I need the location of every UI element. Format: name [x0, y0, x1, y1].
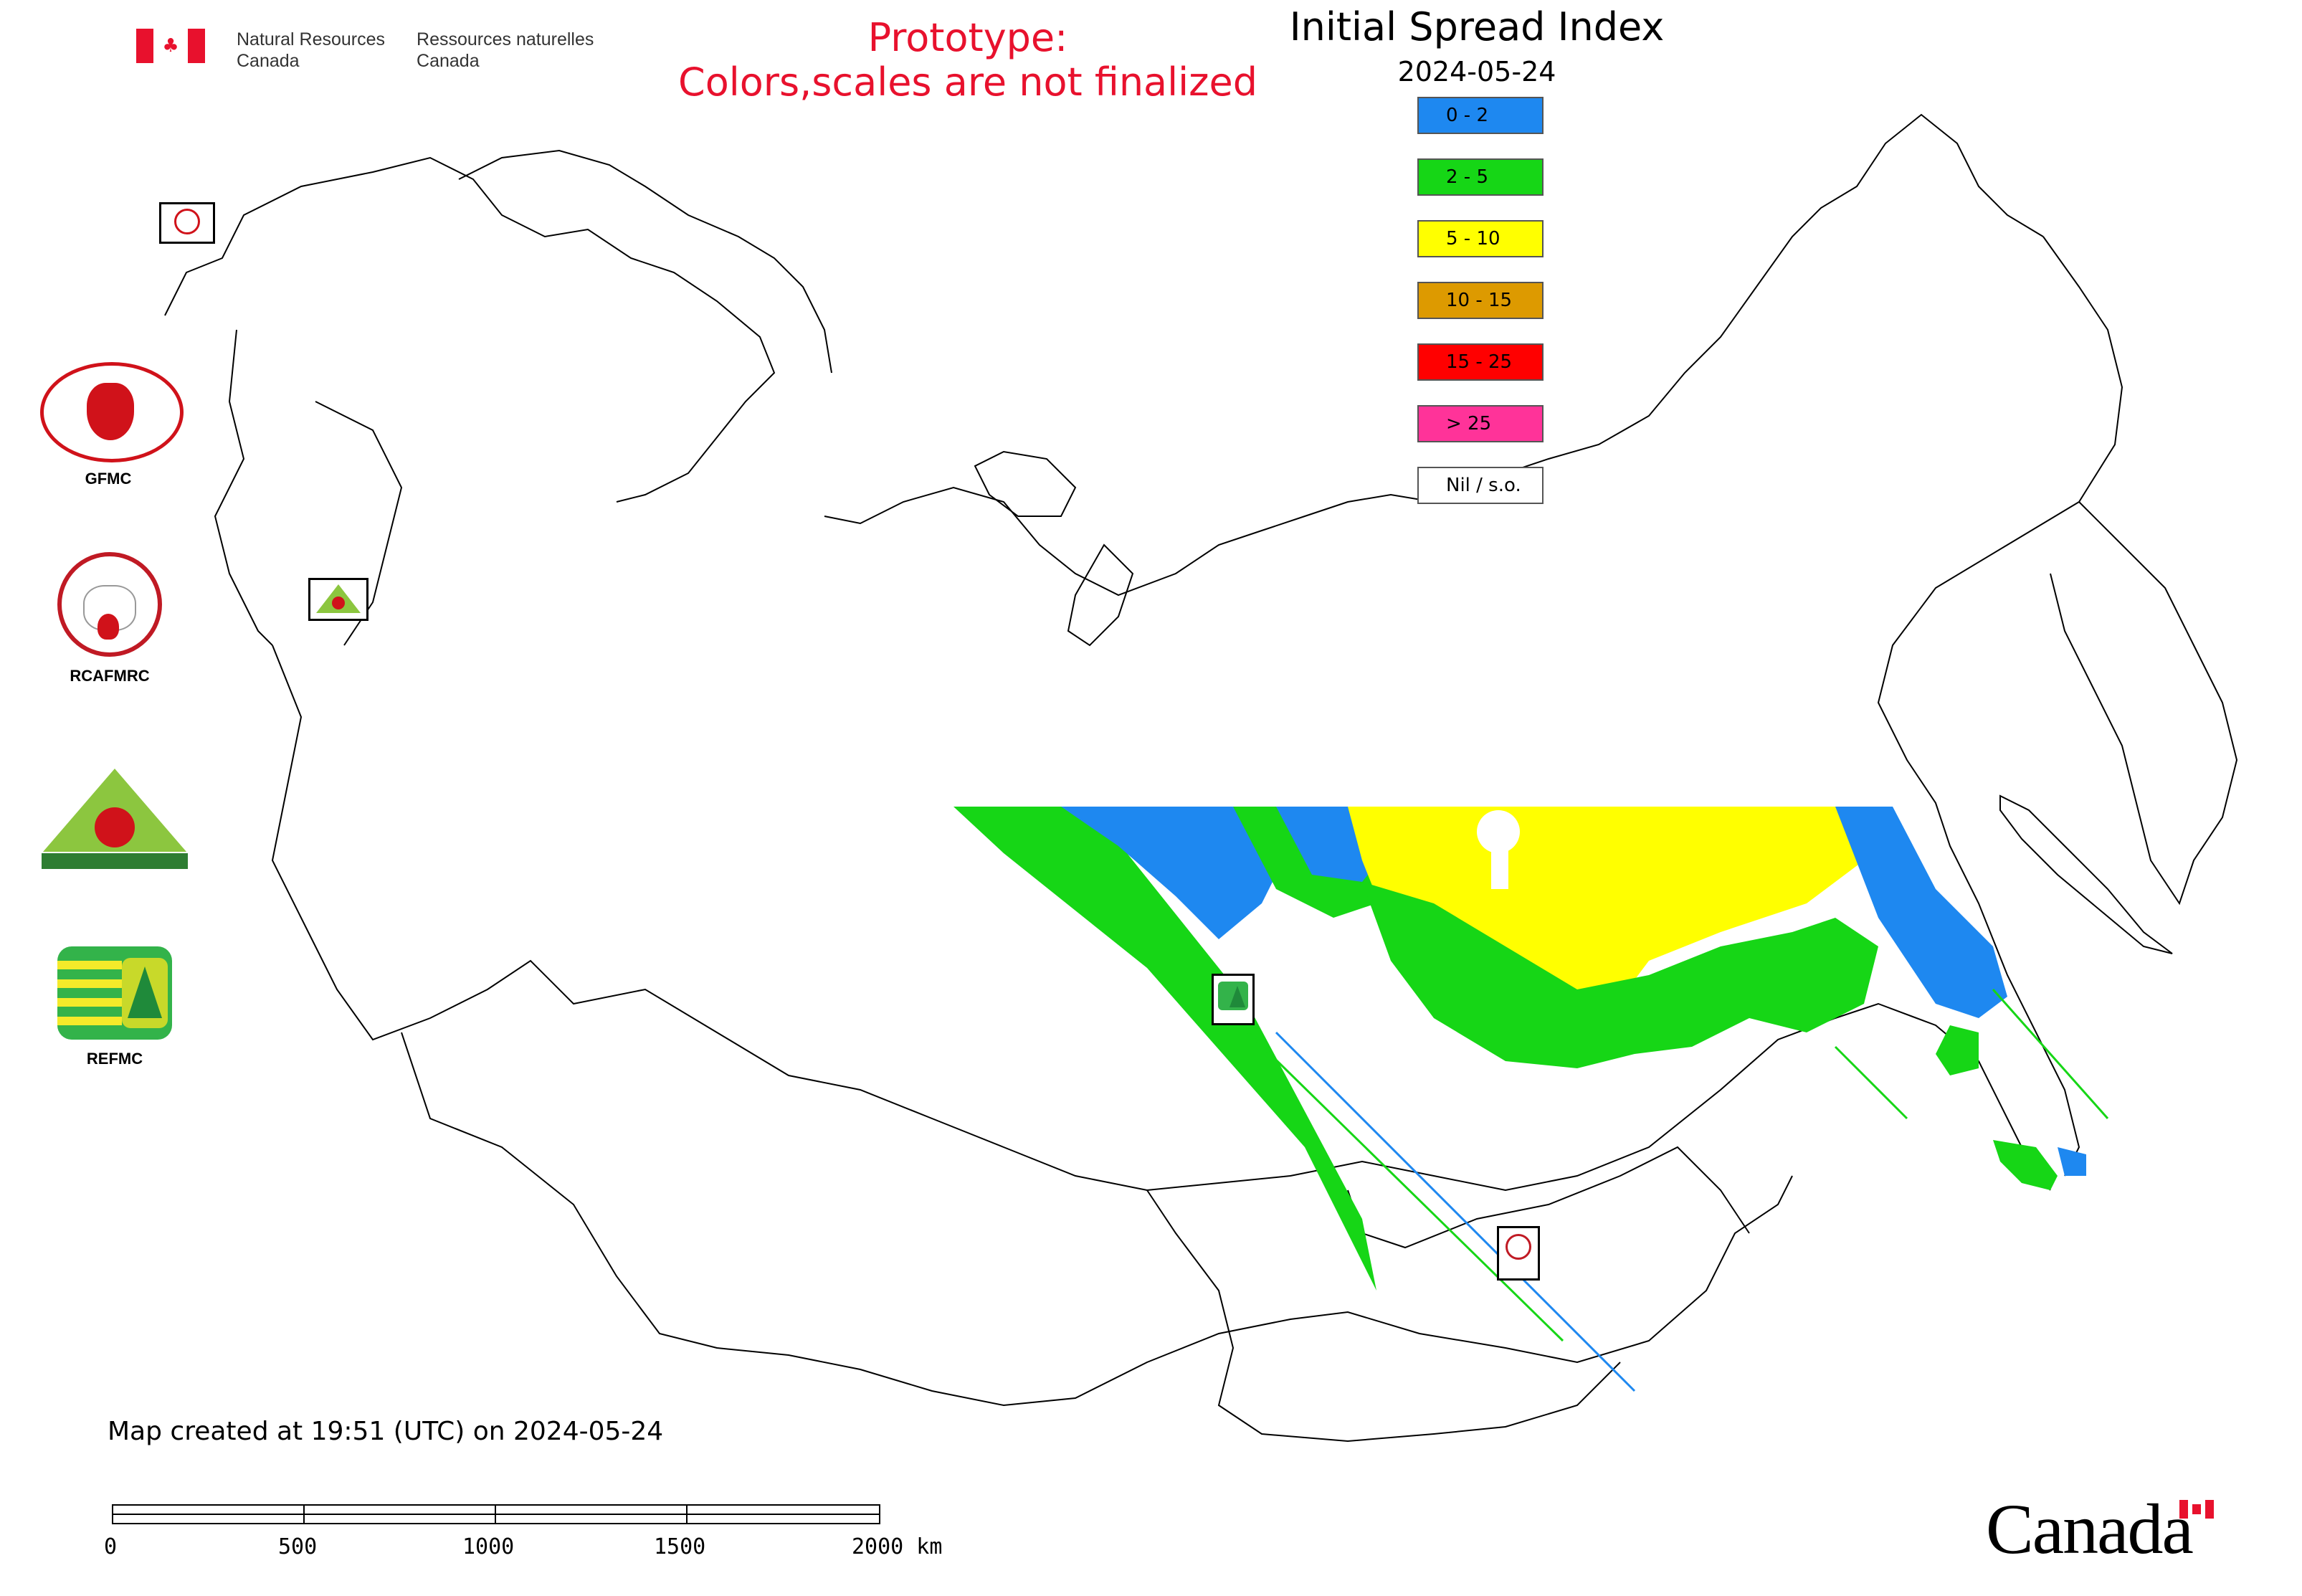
legend-label: 15 - 25	[1446, 351, 1513, 373]
gfmc-logo: GFMC	[40, 362, 184, 488]
isi-area-blue	[1835, 807, 2007, 1018]
border	[401, 1032, 1793, 1407]
legend-item: 10 - 15	[1417, 282, 1544, 319]
legend-item: 2 - 5	[1417, 158, 1544, 196]
coastline	[1877, 236, 2123, 1177]
canada-wordmark-flag-icon	[2179, 1500, 2214, 1519]
legend-item: 5 - 10	[1417, 220, 1544, 257]
legend-item: Nil / s.o.	[1417, 467, 1544, 504]
isi-coverage	[953, 807, 2109, 1392]
isi-area-green	[953, 807, 1376, 1291]
refmc-map-marker-icon	[1212, 974, 1255, 1025]
refmc-sigma-icon	[57, 946, 172, 1040]
border	[214, 329, 273, 646]
island	[974, 450, 1077, 517]
reefmc-logo	[39, 766, 191, 873]
scale-label: 1500	[654, 1534, 706, 1559]
coastline	[164, 156, 776, 503]
isi-area-blue	[2058, 1147, 2086, 1176]
scale-label: 2000 km	[852, 1534, 943, 1559]
refmc-label: REFMC	[86, 1050, 143, 1068]
legend-label: 0 - 2	[1446, 105, 1488, 126]
map-title: Initial Spread Index	[1289, 4, 1665, 49]
border	[1146, 1189, 1621, 1443]
border	[271, 645, 2051, 1192]
dept-name-fr: Ressources naturelles	[417, 29, 594, 49]
isi-area-green	[1936, 1025, 1979, 1075]
dept-name-en: Natural Resources	[237, 29, 386, 49]
legend-label: 10 - 15	[1446, 290, 1513, 311]
prototype-line-2: Colors,scales are not finalized	[678, 60, 1257, 105]
prototype-notice: Prototype: Colors,scales are not finaliz…	[645, 16, 1290, 105]
isi-area-green	[1362, 882, 1878, 1068]
rcafmrc-seal-icon	[57, 552, 162, 657]
reefmc-map-marker-icon	[308, 578, 368, 621]
gfmc-globe-icon	[40, 362, 184, 462]
legend-item: 15 - 25	[1417, 343, 1544, 381]
coastline	[458, 149, 832, 374]
canada-wordmark: Canada	[1986, 1489, 2194, 1569]
government-signature: ♣ Natural Resources Canada Ressources na…	[136, 29, 594, 72]
legend-item: 0 - 2	[1417, 97, 1544, 134]
coastline	[2050, 501, 2238, 906]
island	[1067, 543, 1134, 647]
rcafmrc-logo: RCAFMRC	[57, 552, 181, 685]
gfmc-label: GFMC	[85, 470, 132, 488]
map-created-note: Map created at 19:51 (UTC) on 2024-05-24	[108, 1417, 664, 1446]
isi-area-blue	[1061, 807, 1290, 939]
legend-label: > 25	[1446, 413, 1492, 434]
scale-label: 500	[278, 1534, 318, 1559]
scale-label: 0	[104, 1534, 118, 1559]
dept-name-en-country: Canada	[237, 51, 300, 71]
rcafmrc-label: RCAFMRC	[70, 667, 150, 685]
reefmc-triangle-icon	[42, 769, 188, 869]
map-date: 2024-05-24	[1397, 56, 1556, 87]
isi-area-green	[1993, 1140, 2058, 1190]
prototype-line-1: Prototype:	[867, 15, 1068, 60]
scale-bar	[112, 1504, 880, 1524]
legend-label: 5 - 10	[1446, 228, 1500, 250]
legend-label: 2 - 5	[1446, 166, 1488, 188]
rcafmrc-map-marker-icon	[1497, 1226, 1540, 1281]
canada-flag-icon: ♣	[136, 29, 205, 63]
scale-label: 1000	[462, 1534, 515, 1559]
legend-item: > 25	[1417, 405, 1544, 442]
dept-name-fr-country: Canada	[417, 51, 480, 71]
gfmc-map-marker-icon	[159, 202, 215, 244]
border	[1347, 1146, 1750, 1249]
legend-label: Nil / s.o.	[1446, 475, 1521, 496]
refmc-logo: REFMC	[57, 946, 186, 1068]
island	[1999, 794, 2173, 954]
